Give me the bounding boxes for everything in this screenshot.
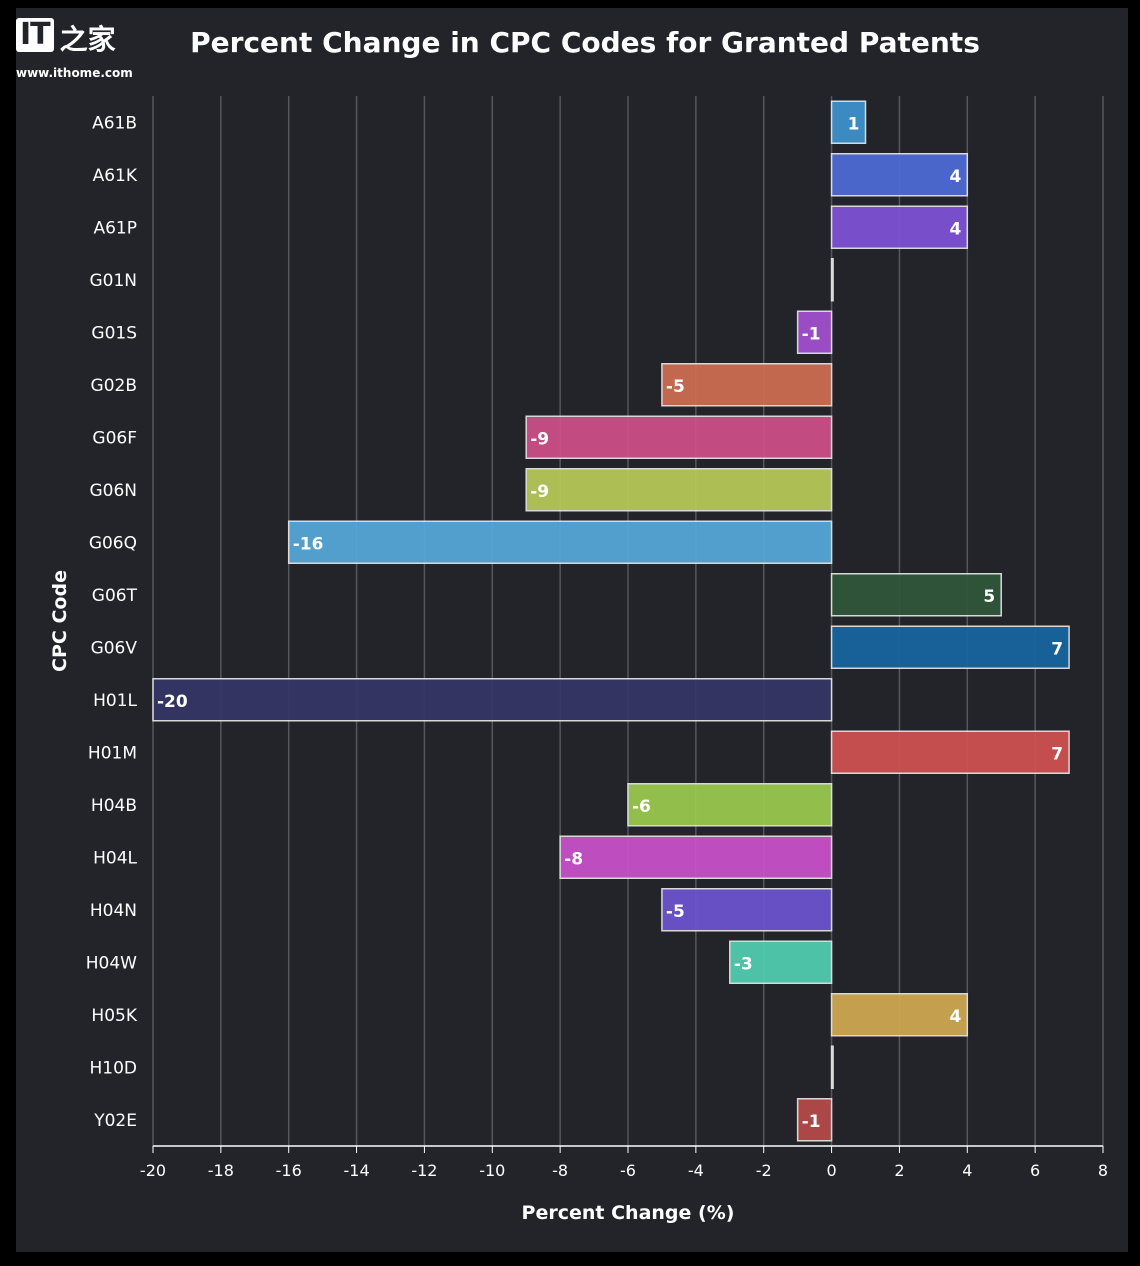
x-tick-label: 0 bbox=[826, 1161, 836, 1180]
x-tick-label: 6 bbox=[1030, 1161, 1040, 1180]
x-tick-label: -10 bbox=[479, 1161, 505, 1180]
y-tick-label: H04L bbox=[93, 848, 137, 868]
data-label: -6 bbox=[632, 797, 651, 817]
data-label: -20 bbox=[157, 692, 188, 712]
y-tick-label: H01M bbox=[88, 743, 137, 763]
data-label: -9 bbox=[530, 429, 549, 449]
bar-H04L bbox=[559, 835, 833, 879]
y-tick-label: G06V bbox=[91, 638, 138, 658]
y-tick-label: H04N bbox=[90, 901, 137, 921]
logo-mark: IT bbox=[16, 18, 54, 52]
bar-G06V bbox=[830, 625, 1070, 669]
x-tick-label: 2 bbox=[894, 1161, 904, 1180]
y-tick-label: G06N bbox=[89, 481, 137, 501]
bar-A61B bbox=[830, 100, 867, 144]
y-tick-label: H10D bbox=[89, 1058, 137, 1078]
x-tick-label: -12 bbox=[411, 1161, 437, 1180]
bar-G02B bbox=[661, 363, 833, 407]
y-tick-label: H04W bbox=[86, 953, 137, 973]
y-tick-label: G06F bbox=[92, 428, 137, 448]
x-tick-label: -14 bbox=[344, 1161, 370, 1180]
bar-G01S bbox=[796, 310, 833, 354]
y-tick-label: G06T bbox=[92, 586, 138, 606]
bar-H05K bbox=[830, 993, 969, 1037]
data-label: -3 bbox=[734, 954, 753, 974]
x-axis-label: Percent Change (%) bbox=[522, 1202, 735, 1224]
x-tick-label: -6 bbox=[620, 1161, 636, 1180]
data-label: -9 bbox=[530, 482, 549, 502]
x-tick-label: 4 bbox=[962, 1161, 972, 1180]
x-tick-label: -2 bbox=[756, 1161, 772, 1180]
y-tick-label: H04B bbox=[91, 796, 137, 816]
bar-H10D bbox=[830, 1045, 834, 1089]
data-label: 4 bbox=[949, 219, 961, 239]
y-tick-label: G01S bbox=[91, 323, 137, 343]
data-label: 5 bbox=[983, 587, 995, 607]
bar-H04N bbox=[661, 888, 833, 932]
bar-A61K bbox=[830, 153, 969, 197]
bar-G06F bbox=[525, 415, 833, 459]
bar-G06Q bbox=[287, 520, 833, 564]
bar-H04B bbox=[627, 783, 833, 827]
bar-A61P bbox=[830, 205, 969, 249]
data-label: 4 bbox=[949, 1007, 961, 1027]
y-tick-label: A61K bbox=[93, 166, 138, 186]
bar-G01N bbox=[830, 258, 834, 302]
x-tick-label: -20 bbox=[140, 1161, 166, 1180]
data-label: 7 bbox=[1051, 639, 1063, 659]
data-label: -16 bbox=[293, 534, 324, 554]
y-tick-label: A61B bbox=[92, 113, 137, 133]
x-tick-label: -18 bbox=[208, 1161, 234, 1180]
y-tick-label: H01L bbox=[93, 691, 137, 711]
logo-url: www.ithome.com bbox=[16, 66, 133, 80]
bar-H01M bbox=[830, 730, 1070, 774]
bar-Y02E bbox=[796, 1098, 833, 1142]
bar-G06T bbox=[830, 573, 1002, 617]
bar-H04W bbox=[729, 940, 833, 984]
data-label: 4 bbox=[949, 167, 961, 187]
data-label: -1 bbox=[802, 324, 821, 344]
data-label: 1 bbox=[848, 114, 860, 134]
data-label: 7 bbox=[1051, 744, 1063, 764]
y-axis-label: CPC Code bbox=[49, 570, 71, 672]
x-tick-label: -16 bbox=[276, 1161, 302, 1180]
y-tick-label: G02B bbox=[91, 376, 137, 396]
data-label: -8 bbox=[564, 849, 583, 869]
bar-H01L bbox=[152, 678, 833, 722]
logo: IT 之家 www.ithome.com bbox=[16, 18, 133, 80]
bar-G06N bbox=[525, 468, 833, 512]
data-label: -5 bbox=[666, 902, 685, 922]
logo-cn: 之家 bbox=[59, 23, 116, 56]
data-label: -5 bbox=[666, 377, 685, 397]
chart-title: Percent Change in CPC Codes for Granted … bbox=[190, 26, 980, 59]
y-tick-label: A61P bbox=[93, 218, 137, 238]
y-tick-label: Y02E bbox=[93, 1111, 137, 1131]
x-tick-label: -4 bbox=[688, 1161, 704, 1180]
data-label: -1 bbox=[802, 1112, 821, 1132]
x-tick-label: -8 bbox=[552, 1161, 568, 1180]
y-tick-label: H05K bbox=[91, 1006, 137, 1026]
y-tick-label: G01N bbox=[89, 271, 137, 291]
y-tick-label: G06Q bbox=[89, 533, 137, 553]
x-tick-label: 8 bbox=[1098, 1161, 1108, 1180]
